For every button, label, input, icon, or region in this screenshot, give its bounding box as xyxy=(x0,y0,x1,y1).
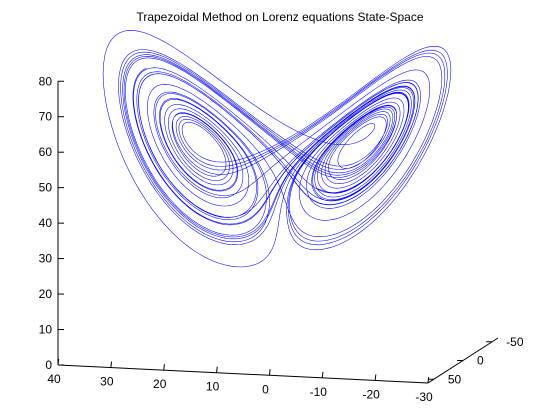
z-tick-label: 60 xyxy=(39,145,53,159)
x-tick-label: -30 xyxy=(415,390,433,404)
x-tick-label: 0 xyxy=(262,382,269,396)
x-tick xyxy=(427,376,430,384)
x-tick xyxy=(110,361,113,368)
x-tick-label: -20 xyxy=(362,387,380,401)
x-tick xyxy=(374,374,377,381)
tick-labels: 0 10 20 30 40 50 60 70 80 40 30 20 10 0 -10 -20 -30 -50 0 5… xyxy=(39,74,524,404)
y-tick-label: -50 xyxy=(506,335,524,349)
z-tick-label: 50 xyxy=(39,181,53,195)
z-tick-label: 10 xyxy=(39,323,53,337)
y-tick-label: 50 xyxy=(448,372,462,386)
x-tick-label: -10 xyxy=(310,385,328,399)
x-tick xyxy=(321,371,324,378)
x-tick-label: 10 xyxy=(206,380,220,394)
x-tick-label: 30 xyxy=(100,375,114,389)
x-tick xyxy=(216,366,218,373)
x-tick xyxy=(163,364,165,371)
trajectory-line xyxy=(102,30,452,268)
x-axis-line xyxy=(57,364,429,384)
x-tick-label: 40 xyxy=(47,372,61,386)
x-tick xyxy=(268,369,271,376)
y-tick-label: 0 xyxy=(477,354,484,368)
x-tick-label: 20 xyxy=(153,377,167,391)
z-tick-label: 70 xyxy=(39,110,53,124)
chart-title: Trapezoidal Method on Lorenz equations S… xyxy=(136,10,424,24)
z-tick-label: 30 xyxy=(39,252,53,266)
z-tick-label: 80 xyxy=(39,74,53,88)
z-tick-label: 40 xyxy=(39,216,53,230)
x-tick xyxy=(57,358,60,366)
z-tick-label: 0 xyxy=(45,358,52,372)
z-tick-label: 20 xyxy=(39,287,53,301)
axes xyxy=(57,80,499,384)
